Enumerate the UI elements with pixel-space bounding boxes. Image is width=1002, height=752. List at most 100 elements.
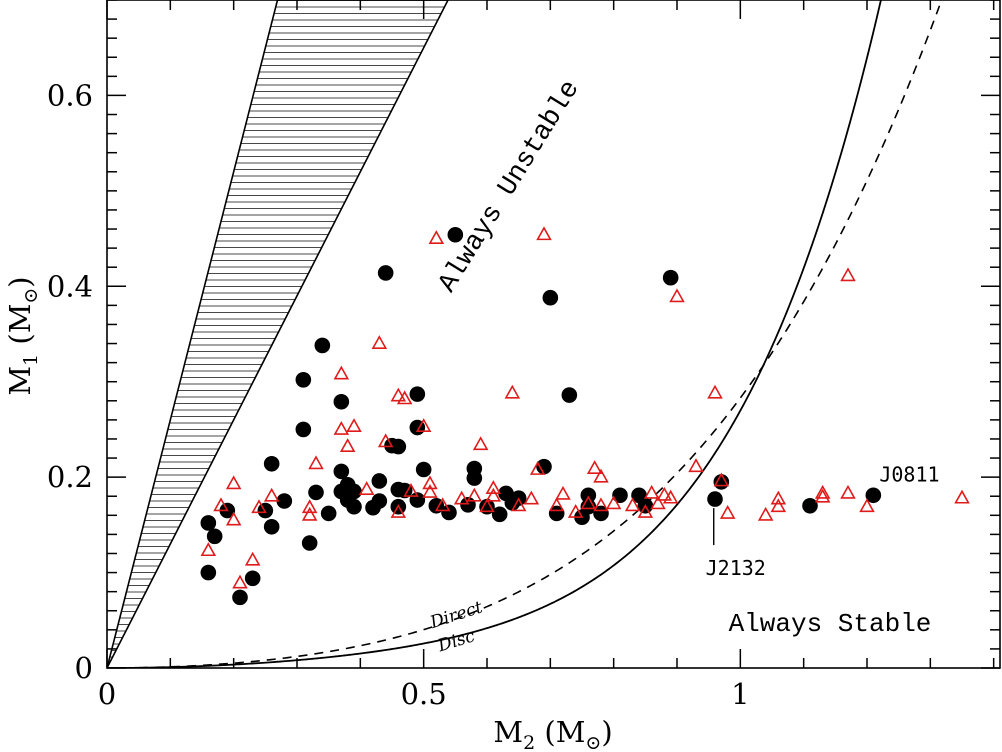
filled-circle-point (308, 484, 324, 501)
filled-circle-point (396, 482, 413, 499)
open-triangle-point (232, 574, 248, 589)
open-triangle-point (814, 484, 831, 499)
filled-circle-point (276, 493, 293, 509)
filled-circle-point (612, 487, 628, 504)
open-triangle-point (244, 551, 261, 566)
filled-circle-point (536, 458, 552, 475)
open-triangle-point (200, 542, 217, 557)
open-triangle-point (428, 230, 445, 244)
open-triangle-point (434, 497, 451, 512)
filled-circle-point (333, 463, 350, 480)
open-triangle-point (263, 487, 280, 502)
open-triangle-point (536, 226, 552, 241)
open-triangle-point (770, 498, 787, 513)
filled-circle-point (263, 518, 280, 535)
open-triangle-point (840, 484, 856, 499)
open-triangle-point (605, 495, 622, 510)
open-triangle-point (713, 472, 730, 487)
open-triangle-point (358, 481, 375, 495)
j0811-label: J0811 (879, 462, 939, 486)
x-tick-label: 0 (98, 677, 116, 711)
filled-circle-point (662, 269, 679, 286)
y-axis-label: M1 (M⊙) (3, 276, 42, 395)
open-triangle-point (422, 475, 438, 490)
filled-circle-point (371, 493, 388, 509)
open-triangle-point (954, 489, 970, 504)
open-triangle-point (523, 490, 540, 505)
open-triangle-point (301, 499, 318, 514)
y-tick-label: 0.6 (47, 78, 93, 112)
j2132-label: J2132 (706, 556, 766, 580)
filled-circle-point (865, 487, 882, 504)
x-tick-label: 0.5 (401, 677, 447, 711)
filled-circle-point (713, 474, 730, 490)
open-triangle-point (637, 503, 654, 518)
open-triangle-point (859, 498, 875, 513)
open-triangle-point (339, 438, 356, 453)
filled-circle-point (441, 504, 457, 521)
open-triangle-point (643, 484, 660, 499)
y-tick-label: 0 (75, 651, 93, 685)
filled-circle-point (377, 265, 394, 281)
open-triangle-point (529, 461, 546, 475)
open-triangle-point (333, 365, 350, 380)
filled-circle-point (580, 487, 597, 504)
filled-circle-point (548, 505, 565, 522)
y-tick-label: 0.2 (47, 460, 93, 494)
open-triangle-point (301, 506, 318, 521)
filled-circle-point (244, 570, 261, 587)
open-triangle-point (453, 490, 470, 505)
filled-circle-point (314, 337, 331, 354)
open-triangle-point (586, 460, 603, 474)
open-triangle-point (225, 511, 242, 526)
filled-circle-point (200, 564, 217, 581)
open-triangle-point (650, 495, 666, 510)
open-triangle-point (403, 482, 419, 497)
open-triangle-point (656, 486, 673, 501)
filled-circle-point (542, 289, 559, 306)
filled-circle-point (200, 515, 217, 531)
unstable-lower-boundary (107, 0, 449, 668)
filled-circle-point (295, 421, 312, 438)
open-triangle-point (770, 490, 787, 505)
data-points (200, 226, 970, 606)
disc-stability-curve (107, 0, 882, 668)
filled-circle-point (320, 505, 337, 522)
unstable-upper-boundary (107, 0, 279, 668)
open-triangle-point (567, 503, 584, 518)
always-unstable-label: Always Unstable (433, 76, 586, 299)
open-triangle-point (719, 504, 736, 519)
filled-circle-point (409, 386, 426, 402)
open-triangle-point (688, 458, 704, 473)
always-stable-label: Always Stable (729, 609, 932, 639)
filled-circle-point (447, 226, 464, 243)
tick-labels: 0 0.5 1 0 0.2 0.4 0.6 (47, 78, 750, 711)
open-triangle-point (371, 335, 388, 349)
filled-circle-point (802, 497, 818, 514)
direct-curve-label: Direct (427, 597, 485, 633)
filled-circle-point (346, 483, 362, 500)
open-triangle-point (669, 288, 685, 303)
axis-ticks (106, 0, 1000, 669)
filled-circle-point (206, 528, 223, 545)
open-triangle-point (593, 497, 609, 512)
open-triangle-point (213, 497, 229, 512)
open-triangle-point (346, 418, 362, 432)
x-tick-label: 1 (731, 677, 749, 711)
open-triangle-point (396, 390, 413, 405)
filled-circle-point (232, 589, 248, 606)
open-triangle-point (593, 468, 609, 483)
filled-circle-point (301, 535, 318, 551)
filled-circle-point (263, 455, 280, 472)
x-axis-label: M2 (M⊙) (493, 715, 612, 752)
open-triangle-point (840, 267, 856, 282)
open-triangle-point (580, 495, 597, 510)
open-triangle-point (422, 483, 438, 498)
open-triangle-point (485, 480, 502, 495)
open-triangle-point (624, 497, 641, 512)
filled-circle-point (371, 473, 388, 489)
y-tick-label: 0.4 (47, 269, 93, 303)
filled-circle-point (415, 461, 432, 478)
plot-frame (106, 0, 1001, 669)
open-triangle-point (485, 487, 502, 502)
